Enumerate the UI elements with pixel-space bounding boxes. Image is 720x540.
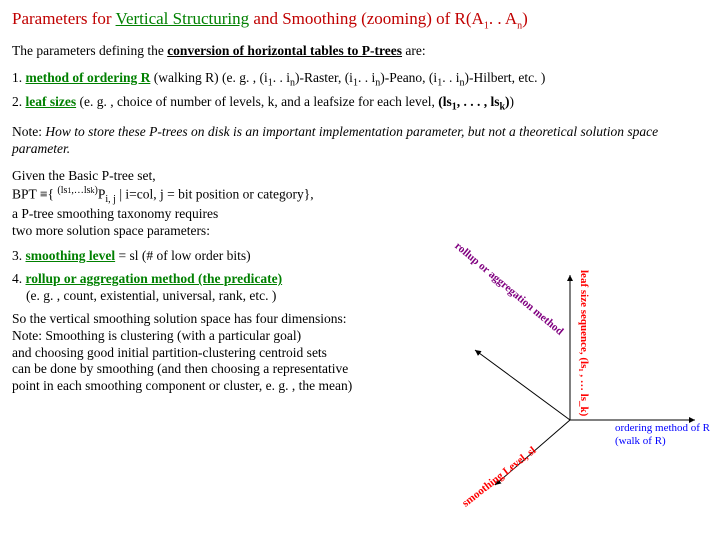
- n2a: 2.: [12, 94, 26, 109]
- intro-line: The parameters defining the conversion o…: [12, 43, 708, 60]
- gc: (ls: [57, 185, 67, 196]
- intro-p2: conversion of horizontal tables to P-tre…: [167, 43, 402, 58]
- n2c: (e. g. , choice of number of levels, k, …: [76, 94, 438, 109]
- n1e: . . i: [273, 70, 290, 85]
- gi: i, j: [105, 194, 116, 205]
- s3b: smoothing level: [26, 248, 116, 263]
- page-title: Parameters for Vertical Structuring and …: [12, 8, 708, 33]
- title-part3: and Smoothing (zooming) of R(A: [249, 9, 484, 28]
- so-a: So the vertical smoothing solution space…: [12, 311, 432, 328]
- so-c: and choosing good initial partition-clus…: [12, 345, 432, 362]
- intro-p1: The parameters defining the: [12, 43, 167, 58]
- note-a: Note:: [12, 124, 42, 139]
- ge: ,…ls: [71, 185, 90, 196]
- given-line3: a P-tree smoothing taxonomy requires: [12, 206, 708, 223]
- s4a: 4.: [12, 271, 26, 286]
- n1a: 1.: [12, 70, 26, 85]
- n2b: leaf sizes: [26, 94, 77, 109]
- s4c: (e. g. , count, existential, universal, …: [26, 288, 276, 303]
- title-part5: ): [522, 9, 528, 28]
- s3c: = sl (# of low order bits): [115, 248, 250, 263]
- n1o: )-Hilbert, etc. ): [464, 70, 545, 85]
- gj: | i=col, j = bit position or category},: [116, 186, 314, 201]
- note-block: Note: How to store these P-trees on disk…: [12, 124, 708, 158]
- n2f: , . . . , ls: [457, 94, 500, 109]
- given-line1: Given the Basic P-tree set,: [12, 168, 708, 185]
- gb: BPT ≡{: [12, 186, 57, 201]
- n1b: method of ordering R: [26, 70, 151, 85]
- so-d: can be done by smoothing (and then choos…: [12, 361, 432, 378]
- n1i: . . i: [358, 70, 375, 85]
- n2i: ): [510, 94, 515, 109]
- n1m: . . i: [442, 70, 459, 85]
- axis-leaf: leaf size sequence, (ls₁ , … ls_k): [576, 270, 590, 416]
- so-block: So the vertical smoothing solution space…: [12, 311, 432, 395]
- n1c: (walking R) (e. g. , (i: [150, 70, 267, 85]
- so-b: Note: Smoothing is clustering (with a pa…: [12, 328, 432, 345]
- intro-p3: are:: [402, 43, 426, 58]
- n1g: )-Raster, (i: [295, 70, 353, 85]
- title-part4: . . A: [489, 9, 517, 28]
- axis-order1: ordering method of R: [615, 422, 710, 436]
- title-part1: Parameters for: [12, 9, 116, 28]
- s4b: rollup or aggregation method (the predic…: [26, 271, 283, 286]
- numbered-2: 2. leaf sizes (e. g. , choice of number …: [12, 94, 708, 114]
- n2d: (ls: [438, 94, 452, 109]
- n1k: )-Peano, (i: [380, 70, 437, 85]
- s3a: 3.: [12, 248, 26, 263]
- axes-diagram: leaf size sequence, (ls₁ , … ls_k) rollu…: [440, 230, 710, 520]
- note-b: How to store these P-trees on disk is an…: [12, 124, 658, 156]
- title-part2: Vertical Structuring: [116, 9, 250, 28]
- numbered-1: 1. method of ordering R (walking R) (e. …: [12, 70, 708, 90]
- given-line2: BPT ≡{ (ls1,…lsk)Pi, j | i=col, j = bit …: [12, 185, 708, 207]
- axis-order2: (walk of R): [615, 435, 666, 449]
- so-e: point in each smoothing component or clu…: [12, 378, 432, 395]
